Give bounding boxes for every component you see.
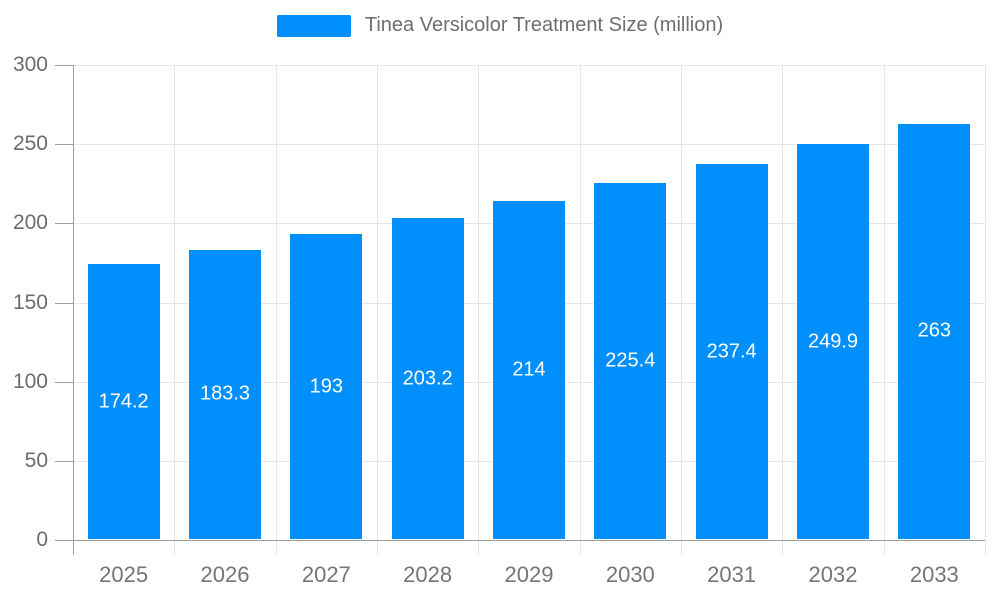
y-axis-tick (55, 144, 73, 146)
y-axis-tick (55, 65, 73, 66)
y-axis-tick (55, 223, 73, 225)
bar[interactable]: 249.9 (797, 144, 869, 539)
y-gridline (73, 65, 985, 66)
y-axis-label: 200 (12, 211, 48, 235)
bar[interactable]: 214 (493, 201, 565, 539)
x-axis-line (55, 540, 985, 541)
x-axis-label: 2032 (808, 562, 858, 587)
bar-value-label: 174.2 (98, 390, 149, 413)
legend-label: Tinea Versicolor Treatment Size (million… (364, 14, 724, 36)
bar-value-label: 193 (309, 375, 344, 398)
x-axis-label: 2029 (504, 562, 554, 587)
y-axis-label: 50 (24, 448, 48, 472)
y-axis-line (73, 65, 74, 555)
x-gridline (377, 65, 378, 555)
x-gridline (174, 65, 176, 555)
x-axis-label: 2025 (99, 562, 149, 587)
bar-value-label: 214 (512, 358, 546, 381)
bar[interactable]: 263 (898, 123, 971, 539)
x-axis-label: 2028 (403, 562, 453, 587)
x-axis-label: 2026 (200, 562, 250, 587)
x-gridline (275, 65, 277, 555)
x-axis-label: 2031 (707, 562, 757, 587)
y-axis-label: 0 (36, 528, 48, 551)
bar-value-label: 203.2 (402, 367, 453, 390)
x-gridline (681, 65, 682, 555)
bar-value-label: 237.4 (706, 340, 757, 363)
legend-swatch (276, 14, 351, 37)
y-axis-tick (55, 381, 73, 383)
y-axis-label: 100 (12, 369, 48, 393)
bar[interactable]: 237.4 (695, 164, 768, 539)
x-axis-label: 2030 (605, 562, 655, 587)
bar[interactable]: 203.2 (391, 218, 464, 539)
bar-value-label: 183.3 (199, 382, 251, 405)
y-axis-tick (55, 302, 73, 304)
legend-item-series1[interactable]: Tinea Versicolor Treatment Size (million… (276, 14, 724, 37)
bar-value-label: 249.9 (807, 330, 859, 353)
bar-value-label: 263 (917, 319, 952, 342)
x-gridline (579, 65, 581, 555)
x-gridline (782, 65, 784, 555)
bar[interactable]: 193 (290, 234, 363, 539)
bar[interactable]: 183.3 (189, 249, 261, 539)
bar[interactable]: 174.2 (87, 264, 160, 539)
bar-value-label: 225.4 (605, 349, 656, 372)
y-axis-label: 250 (12, 132, 48, 156)
x-gridline (478, 65, 480, 555)
bar[interactable]: 225.4 (594, 183, 667, 539)
x-axis-label: 2027 (301, 562, 351, 587)
x-axis-label: 2033 (909, 562, 959, 587)
x-gridline (985, 65, 986, 555)
chart-legend: Tinea Versicolor Treatment Size (million… (0, 14, 1000, 37)
y-axis-label: 300 (12, 53, 48, 76)
y-axis-tick (55, 460, 73, 462)
y-gridline (73, 144, 985, 146)
x-gridline (883, 65, 885, 555)
y-axis-label: 150 (12, 290, 48, 314)
